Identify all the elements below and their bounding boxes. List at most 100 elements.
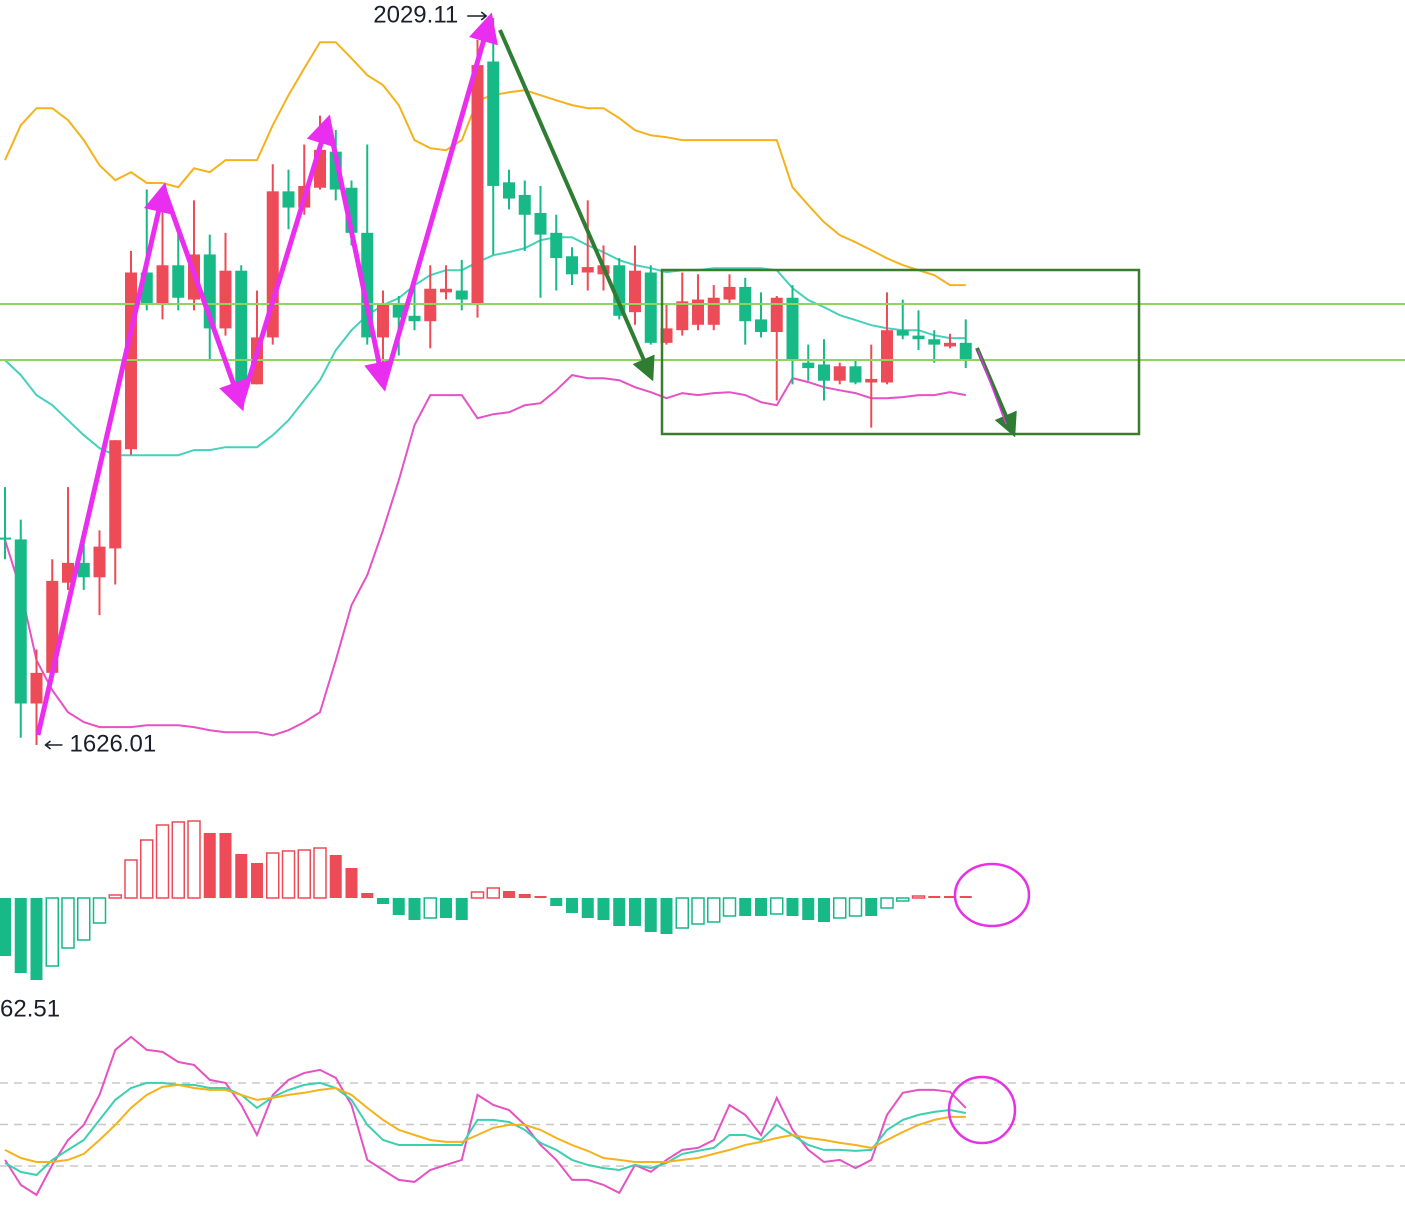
- macd-bar: [660, 898, 673, 934]
- candle-body: [818, 364, 830, 381]
- annotations-layer: [0, 12, 1405, 1145]
- macd-bar: [377, 898, 389, 904]
- label-arrow: [44, 740, 51, 750]
- macd-bar: [14, 898, 27, 973]
- candle-body: [14, 539, 27, 704]
- macd-bar: [880, 897, 894, 909]
- macd-bar: [534, 896, 547, 898]
- macd-bar: [45, 897, 59, 967]
- candle-body: [755, 319, 767, 333]
- candle-body: [770, 297, 783, 333]
- macd-bar: [865, 898, 878, 916]
- macd-bar: [959, 896, 972, 898]
- macd-bar: [755, 898, 767, 916]
- candle-body: [786, 297, 799, 361]
- wave-arrow: [326, 123, 394, 392]
- wave-arrow: [382, 12, 498, 383]
- candle-body: [282, 191, 295, 208]
- macd-bar: [423, 897, 437, 919]
- candle-body: [0, 537, 11, 540]
- macd-bar: [313, 847, 327, 899]
- macd-bar: [613, 898, 626, 926]
- macd-bar: [944, 896, 956, 898]
- indicator-line: [4, 1081, 966, 1177]
- low-label: 1626.01: [70, 730, 157, 757]
- candle-body: [944, 342, 956, 347]
- candle-body: [660, 328, 673, 343]
- candle-body: [30, 672, 43, 704]
- macd-bar: [345, 868, 358, 898]
- macd-bar: [518, 894, 531, 898]
- candle-body: [172, 265, 185, 298]
- candle-body: [849, 366, 862, 383]
- candle-body: [959, 342, 972, 361]
- candle-body: [550, 232, 563, 259]
- candle-body: [408, 315, 421, 322]
- macd-bar: [550, 898, 563, 906]
- candle-body: [235, 270, 248, 385]
- macd-bar: [896, 897, 910, 902]
- candle-body: [93, 546, 106, 578]
- macd-bar: [848, 897, 863, 917]
- candle-body: [62, 562, 74, 583]
- macd-bar: [503, 891, 515, 898]
- macd-bar: [644, 898, 657, 932]
- macd-bar: [155, 824, 170, 899]
- candle-body: [566, 256, 578, 275]
- highlight-circle: [947, 1075, 1017, 1145]
- macd-bar: [124, 859, 138, 899]
- candle-body: [896, 330, 909, 336]
- range-box: [660, 268, 1141, 436]
- macd-bar: [455, 898, 468, 920]
- indicator-line: [4, 1035, 967, 1197]
- macd-bar: [61, 897, 75, 949]
- candle-body: [676, 301, 689, 331]
- candle-body: [723, 286, 736, 300]
- macd-bar: [251, 863, 263, 898]
- macd-bar: [92, 897, 107, 924]
- macd-bar: [329, 855, 342, 898]
- macd-bar: [219, 833, 232, 898]
- band-line: [4, 236, 966, 457]
- macd-bar: [770, 897, 784, 915]
- macd-bar: [408, 898, 421, 920]
- candle-body: [487, 61, 500, 186]
- macd-bar: [675, 897, 689, 929]
- macd-bar: [392, 898, 405, 915]
- macd-bar: [833, 897, 847, 919]
- macd-bar: [739, 898, 752, 916]
- band-line: [4, 374, 966, 737]
- candle-body: [692, 299, 704, 325]
- wave-arrow: [239, 114, 336, 403]
- macd-bar: [235, 854, 248, 898]
- macd-bar: [581, 898, 594, 918]
- trend-arrow: [977, 349, 1007, 425]
- candle-body: [802, 362, 815, 369]
- macd-bar: [928, 896, 941, 898]
- macd-bar: [722, 897, 737, 917]
- candle-body: [912, 335, 925, 340]
- macd-bar: [818, 898, 830, 922]
- candle-body: [109, 440, 122, 549]
- macd-bar: [911, 895, 926, 899]
- candle-body: [455, 290, 468, 300]
- candle-body: [377, 304, 389, 338]
- macd-bar: [203, 833, 216, 898]
- candle-body: [392, 304, 405, 318]
- candle-body: [644, 272, 657, 343]
- candle-body: [266, 191, 279, 338]
- candle-body: [534, 212, 547, 235]
- macd-bar: [108, 894, 122, 899]
- candle-body: [581, 267, 594, 273]
- candle-body: [440, 288, 452, 293]
- macd-bar: [691, 897, 705, 925]
- indicator-value: 62.51: [0, 995, 60, 1022]
- macd-bar: [77, 897, 91, 941]
- macd-bar: [786, 898, 799, 916]
- macd-bar: [566, 898, 578, 913]
- candle-body: [77, 562, 90, 578]
- highlight-circle: [953, 862, 1031, 928]
- candle-body: [928, 339, 941, 345]
- macd-bar: [802, 898, 815, 920]
